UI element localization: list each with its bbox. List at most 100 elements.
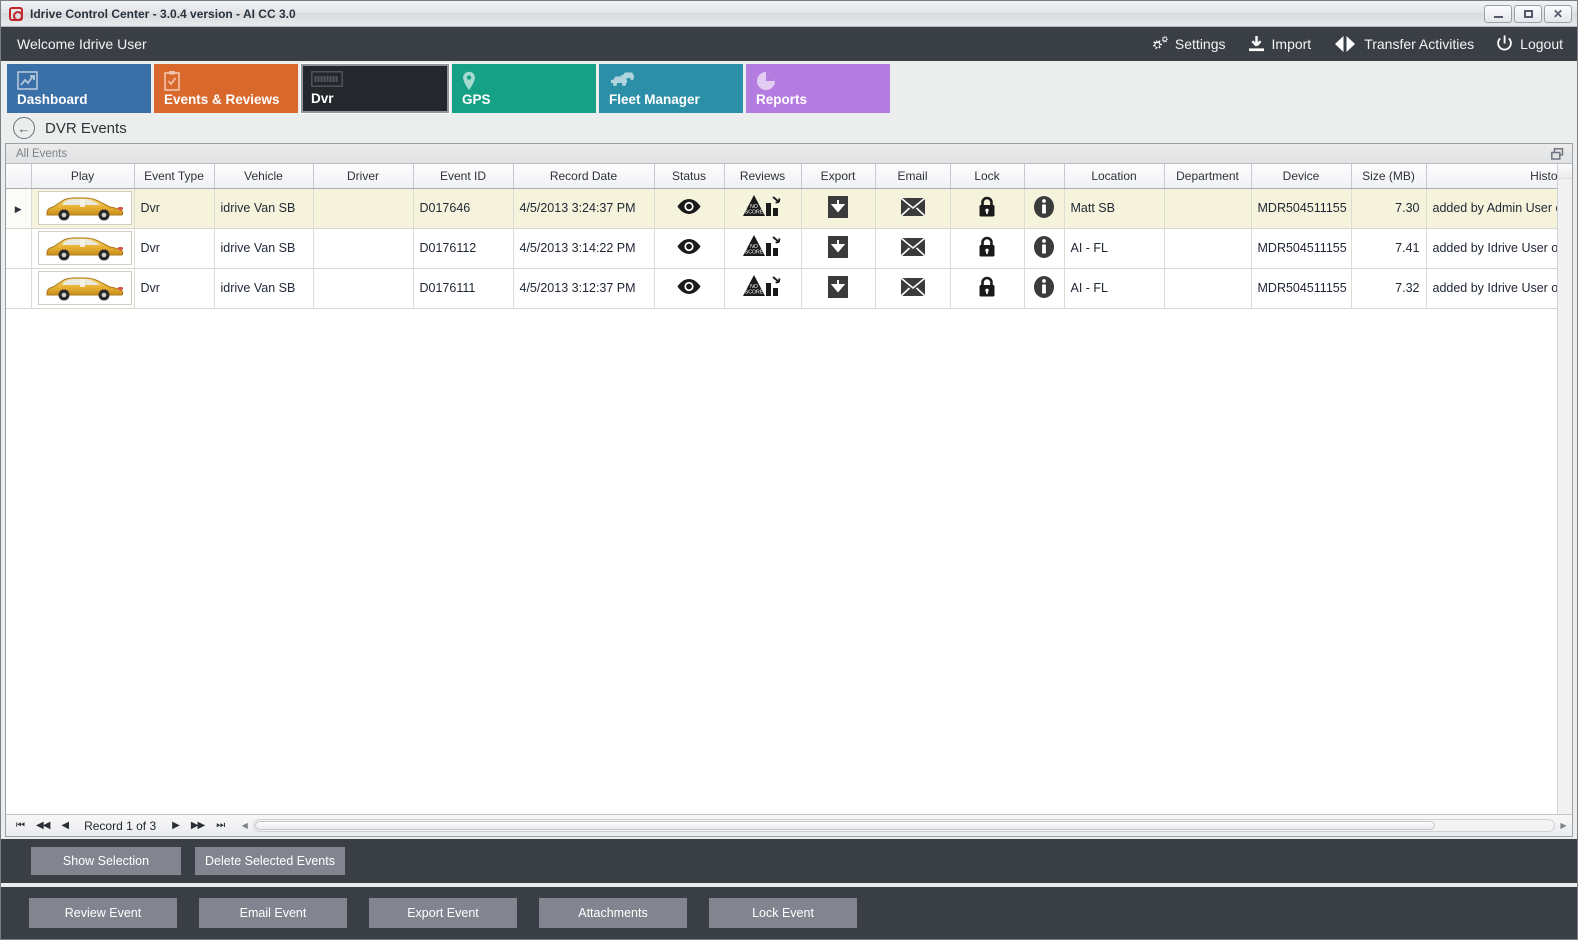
cell-email[interactable] [875, 268, 951, 309]
scroll-up-arrow-icon[interactable] [1558, 164, 1572, 179]
cell-play[interactable] [31, 188, 135, 229]
cell-status[interactable] [654, 228, 725, 269]
cell-export[interactable] [801, 188, 876, 229]
col-header-event-id[interactable]: Event ID [413, 164, 514, 189]
cell-play[interactable] [31, 228, 135, 269]
col-header-device[interactable]: Device [1251, 164, 1352, 189]
col-header-lock[interactable]: Lock [950, 164, 1025, 189]
info-circle-icon[interactable] [1033, 235, 1055, 259]
vehicle-thumbnail-icon[interactable] [37, 190, 132, 225]
padlock-icon[interactable] [978, 276, 996, 298]
review-event-button[interactable]: Review Event [29, 898, 177, 928]
cell-status[interactable] [654, 188, 725, 229]
eye-icon[interactable] [676, 198, 702, 215]
scroll-left-arrow-icon[interactable]: ◀ [241, 821, 248, 830]
cell-reviews[interactable]: NO SCORE [724, 188, 802, 229]
cell-export[interactable] [801, 228, 876, 269]
download-arrow-icon[interactable] [827, 275, 849, 299]
cell-email[interactable] [875, 228, 951, 269]
cell-reviews[interactable]: NO SCORE [724, 268, 802, 309]
delete-selected-events-button[interactable]: Delete Selected Events [195, 847, 345, 875]
cell-lock[interactable] [950, 268, 1025, 309]
cell-lock[interactable] [950, 188, 1025, 229]
next-record-button[interactable]: ▶ [172, 820, 180, 831]
col-header-history[interactable]: History [1426, 164, 1557, 189]
grid-horizontal-scrollbar[interactable]: ◀ ▶ [238, 818, 1570, 833]
back-arrow-icon[interactable]: ← [13, 117, 35, 139]
row-selector[interactable] [6, 268, 32, 309]
cell-lock[interactable] [950, 228, 1025, 269]
info-circle-icon[interactable] [1033, 275, 1055, 299]
envelope-icon[interactable] [899, 236, 926, 257]
vehicle-thumbnail-icon[interactable] [37, 270, 132, 305]
col-header-status[interactable]: Status [654, 164, 725, 189]
horizontal-scroll-thumb[interactable] [255, 821, 1436, 830]
nav-tab-dashboard[interactable]: Dashboard [7, 64, 151, 113]
email-event-button[interactable]: Email Event [199, 898, 347, 928]
show-selection-button[interactable]: Show Selection [31, 847, 181, 875]
no-score-chart-icon[interactable]: NO SCORE [741, 233, 785, 261]
logout-button[interactable]: Logout [1496, 35, 1563, 53]
eye-icon[interactable] [676, 278, 702, 295]
next-page-button[interactable]: ▶▶ [190, 820, 205, 831]
col-header-email[interactable]: Email [875, 164, 951, 189]
restore-window-icon[interactable] [1551, 147, 1564, 160]
grid-vertical-scrollbar[interactable] [1557, 164, 1572, 814]
maximize-button[interactable] [1514, 4, 1542, 23]
col-header-event-type[interactable]: Event Type [134, 164, 215, 189]
col-header-export[interactable]: Export [801, 164, 876, 189]
table-row[interactable]: Dvr idrive Van SB D0176112 4/5/2013 3:14… [6, 228, 1557, 269]
cell-info[interactable] [1024, 188, 1065, 229]
transfer-activities-button[interactable]: Transfer Activities [1333, 35, 1474, 53]
no-score-chart-icon[interactable]: NO SCORE [741, 193, 785, 221]
no-score-chart-icon[interactable]: NO SCORE [741, 273, 785, 301]
col-header-record-date[interactable]: Record Date [513, 164, 655, 189]
table-row[interactable]: ▶ [6, 188, 1557, 229]
col-header-department[interactable]: Department [1164, 164, 1252, 189]
horizontal-scroll-track[interactable] [253, 819, 1555, 832]
settings-button[interactable]: Settings [1146, 34, 1226, 54]
cell-info[interactable] [1024, 228, 1065, 269]
cell-email[interactable] [875, 188, 951, 229]
first-record-button[interactable]: ⏮ [16, 820, 25, 831]
row-selector[interactable]: ▶ [6, 188, 32, 229]
eye-icon[interactable] [676, 238, 702, 255]
info-circle-icon[interactable] [1033, 195, 1055, 219]
col-header-vehicle[interactable]: Vehicle [214, 164, 314, 189]
download-arrow-icon[interactable] [827, 235, 849, 259]
col-header-location[interactable]: Location [1064, 164, 1165, 189]
cell-play[interactable] [31, 268, 135, 309]
col-header-reviews[interactable]: Reviews [724, 164, 802, 189]
previous-page-button[interactable]: ◀◀ [36, 820, 50, 831]
lock-event-button[interactable]: Lock Event [709, 898, 857, 928]
col-header-driver[interactable]: Driver [313, 164, 414, 189]
col-header-play[interactable]: Play [31, 164, 135, 189]
envelope-icon[interactable] [899, 276, 926, 297]
attachments-button[interactable]: Attachments [539, 898, 687, 928]
cell-info[interactable] [1024, 268, 1065, 309]
last-record-button[interactable]: ⏭ [216, 820, 225, 831]
nav-tab-reports[interactable]: Reports [746, 64, 890, 113]
envelope-icon[interactable] [899, 196, 926, 217]
table-row[interactable]: Dvr idrive Van SB D0176111 4/5/2013 3:12… [6, 268, 1557, 309]
previous-record-button[interactable]: ◀ [61, 820, 69, 831]
download-arrow-icon[interactable] [827, 195, 849, 219]
nav-tab-gps[interactable]: GPS [452, 64, 596, 113]
cell-status[interactable] [654, 268, 725, 309]
col-header-size[interactable]: Size (MB) [1351, 164, 1427, 189]
import-button[interactable]: Import [1248, 35, 1311, 53]
padlock-icon[interactable] [978, 236, 996, 258]
row-selector[interactable] [6, 228, 32, 269]
nav-tab-fleet-manager[interactable]: Fleet Manager [599, 64, 743, 113]
export-event-button[interactable]: Export Event [369, 898, 517, 928]
cell-export[interactable] [801, 268, 876, 309]
scroll-right-arrow-icon[interactable]: ▶ [1560, 821, 1567, 830]
padlock-icon[interactable] [978, 196, 996, 218]
nav-tab-dvr[interactable]: Dvr [300, 63, 450, 114]
cell-reviews[interactable]: NO SCORE [724, 228, 802, 269]
vehicle-thumbnail-icon[interactable] [37, 230, 132, 265]
nav-tab-events-reviews[interactable]: Events & Reviews [154, 64, 298, 113]
close-button[interactable]: ✕ [1544, 4, 1572, 23]
vertical-scroll-track[interactable] [1558, 179, 1572, 814]
minimize-button[interactable] [1484, 4, 1512, 23]
